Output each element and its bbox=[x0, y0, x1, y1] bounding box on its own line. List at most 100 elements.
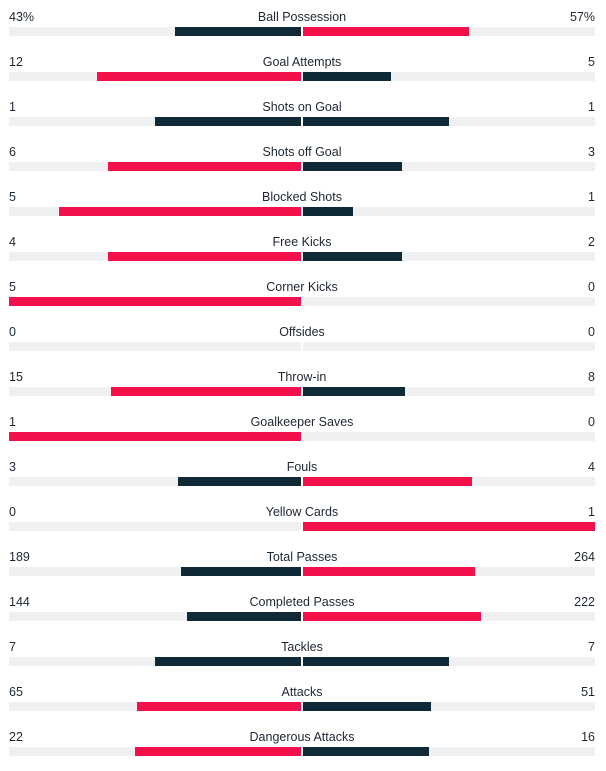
home-bar-track bbox=[9, 72, 301, 81]
stat-row: 1 Goalkeeper Saves 0 bbox=[0, 411, 606, 456]
stat-name: Yellow Cards bbox=[265, 505, 339, 519]
home-bar-fill bbox=[155, 657, 301, 666]
away-value: 1 bbox=[588, 505, 595, 519]
stat-name: Blocked Shots bbox=[262, 190, 342, 204]
away-bar-track bbox=[303, 117, 595, 126]
home-bar-fill bbox=[137, 702, 301, 711]
home-value: 0 bbox=[9, 325, 16, 339]
stat-name: Dangerous Attacks bbox=[249, 730, 355, 744]
stat-bars bbox=[9, 117, 595, 126]
away-bar-track bbox=[303, 387, 595, 396]
home-bar-fill bbox=[111, 387, 301, 396]
stat-values: 12 Goal Attempts 5 bbox=[9, 53, 595, 71]
home-value: 1 bbox=[9, 100, 16, 114]
away-bar-fill bbox=[303, 117, 449, 126]
away-value: 57% bbox=[569, 10, 595, 24]
stat-values: 4 Free Kicks 2 bbox=[9, 233, 595, 251]
away-bar-fill bbox=[303, 252, 402, 261]
home-bar-track bbox=[9, 297, 301, 306]
stat-name: Corner Kicks bbox=[266, 280, 338, 294]
away-bar-fill bbox=[303, 522, 595, 531]
away-bar-track bbox=[303, 657, 595, 666]
away-bar-fill bbox=[303, 207, 353, 216]
home-bar-track bbox=[9, 342, 301, 351]
stat-bars bbox=[9, 657, 595, 666]
home-bar-fill bbox=[108, 162, 301, 171]
home-bar-track bbox=[9, 432, 301, 441]
away-bar-fill bbox=[303, 27, 469, 36]
stat-bars bbox=[9, 162, 595, 171]
home-bar-track bbox=[9, 27, 301, 36]
away-value: 1 bbox=[588, 190, 595, 204]
stat-values: 5 Corner Kicks 0 bbox=[9, 278, 595, 296]
stat-row: 5 Corner Kicks 0 bbox=[0, 276, 606, 321]
stat-bars bbox=[9, 342, 595, 351]
home-bar-track bbox=[9, 702, 301, 711]
stat-bars bbox=[9, 702, 595, 711]
stat-row: 12 Goal Attempts 5 bbox=[0, 51, 606, 96]
home-bar-fill bbox=[9, 297, 301, 306]
away-bar-track bbox=[303, 747, 595, 756]
stat-name: Ball Possession bbox=[257, 10, 347, 24]
stat-bars bbox=[9, 477, 595, 486]
away-value: 3 bbox=[588, 145, 595, 159]
away-bar-track bbox=[303, 252, 595, 261]
stat-row: 189 Total Passes 264 bbox=[0, 546, 606, 591]
home-value: 65 bbox=[9, 685, 23, 699]
away-bar-fill bbox=[303, 387, 405, 396]
home-bar-fill bbox=[97, 72, 301, 81]
stat-bars bbox=[9, 27, 595, 36]
stat-bars bbox=[9, 207, 595, 216]
away-value: 1 bbox=[588, 100, 595, 114]
stat-name: Shots on Goal bbox=[262, 100, 342, 114]
away-bar-fill bbox=[303, 657, 449, 666]
away-value: 16 bbox=[581, 730, 595, 744]
home-bar-track bbox=[9, 117, 301, 126]
home-value: 144 bbox=[9, 595, 30, 609]
stat-name: Shots off Goal bbox=[262, 145, 342, 159]
home-bar-fill bbox=[181, 567, 301, 576]
stat-name: Goal Attempts bbox=[262, 55, 342, 69]
stat-row: 6 Shots off Goal 3 bbox=[0, 141, 606, 186]
stat-bars bbox=[9, 297, 595, 306]
stat-name: Throw-in bbox=[277, 370, 327, 384]
stat-bars bbox=[9, 522, 595, 531]
home-bar-fill bbox=[135, 747, 301, 756]
away-bar-track bbox=[303, 477, 595, 486]
stat-bars bbox=[9, 252, 595, 261]
away-bar-fill bbox=[303, 162, 402, 171]
stat-values: 7 Tackles 7 bbox=[9, 638, 595, 656]
home-bar-fill bbox=[59, 207, 301, 216]
stat-values: 3 Fouls 4 bbox=[9, 458, 595, 476]
away-bar-fill bbox=[303, 702, 431, 711]
away-bar-fill bbox=[303, 72, 391, 81]
home-value: 43% bbox=[9, 10, 35, 24]
stat-values: 0 Yellow Cards 1 bbox=[9, 503, 595, 521]
stat-values: 6 Shots off Goal 3 bbox=[9, 143, 595, 161]
away-bar-track bbox=[303, 342, 595, 351]
stat-values: 144 Completed Passes 222 bbox=[9, 593, 595, 611]
home-bar-track bbox=[9, 522, 301, 531]
stat-values: 15 Throw-in 8 bbox=[9, 368, 595, 386]
away-bar-track bbox=[303, 612, 595, 621]
stat-row: 22 Dangerous Attacks 16 bbox=[0, 726, 606, 771]
home-value: 5 bbox=[9, 190, 16, 204]
home-value: 1 bbox=[9, 415, 16, 429]
home-bar-track bbox=[9, 477, 301, 486]
home-value: 15 bbox=[9, 370, 23, 384]
home-bar-fill bbox=[175, 27, 301, 36]
stat-bars bbox=[9, 72, 595, 81]
away-value: 0 bbox=[588, 280, 595, 294]
stat-row: 15 Throw-in 8 bbox=[0, 366, 606, 411]
away-value: 222 bbox=[574, 595, 595, 609]
stat-bars bbox=[9, 387, 595, 396]
home-value: 5 bbox=[9, 280, 16, 294]
away-value: 7 bbox=[588, 640, 595, 654]
stat-name: Fouls bbox=[286, 460, 318, 474]
away-value: 51 bbox=[581, 685, 595, 699]
away-value: 264 bbox=[574, 550, 595, 564]
away-bar-fill bbox=[303, 612, 481, 621]
home-bar-track bbox=[9, 567, 301, 576]
stat-row: 3 Fouls 4 bbox=[0, 456, 606, 501]
